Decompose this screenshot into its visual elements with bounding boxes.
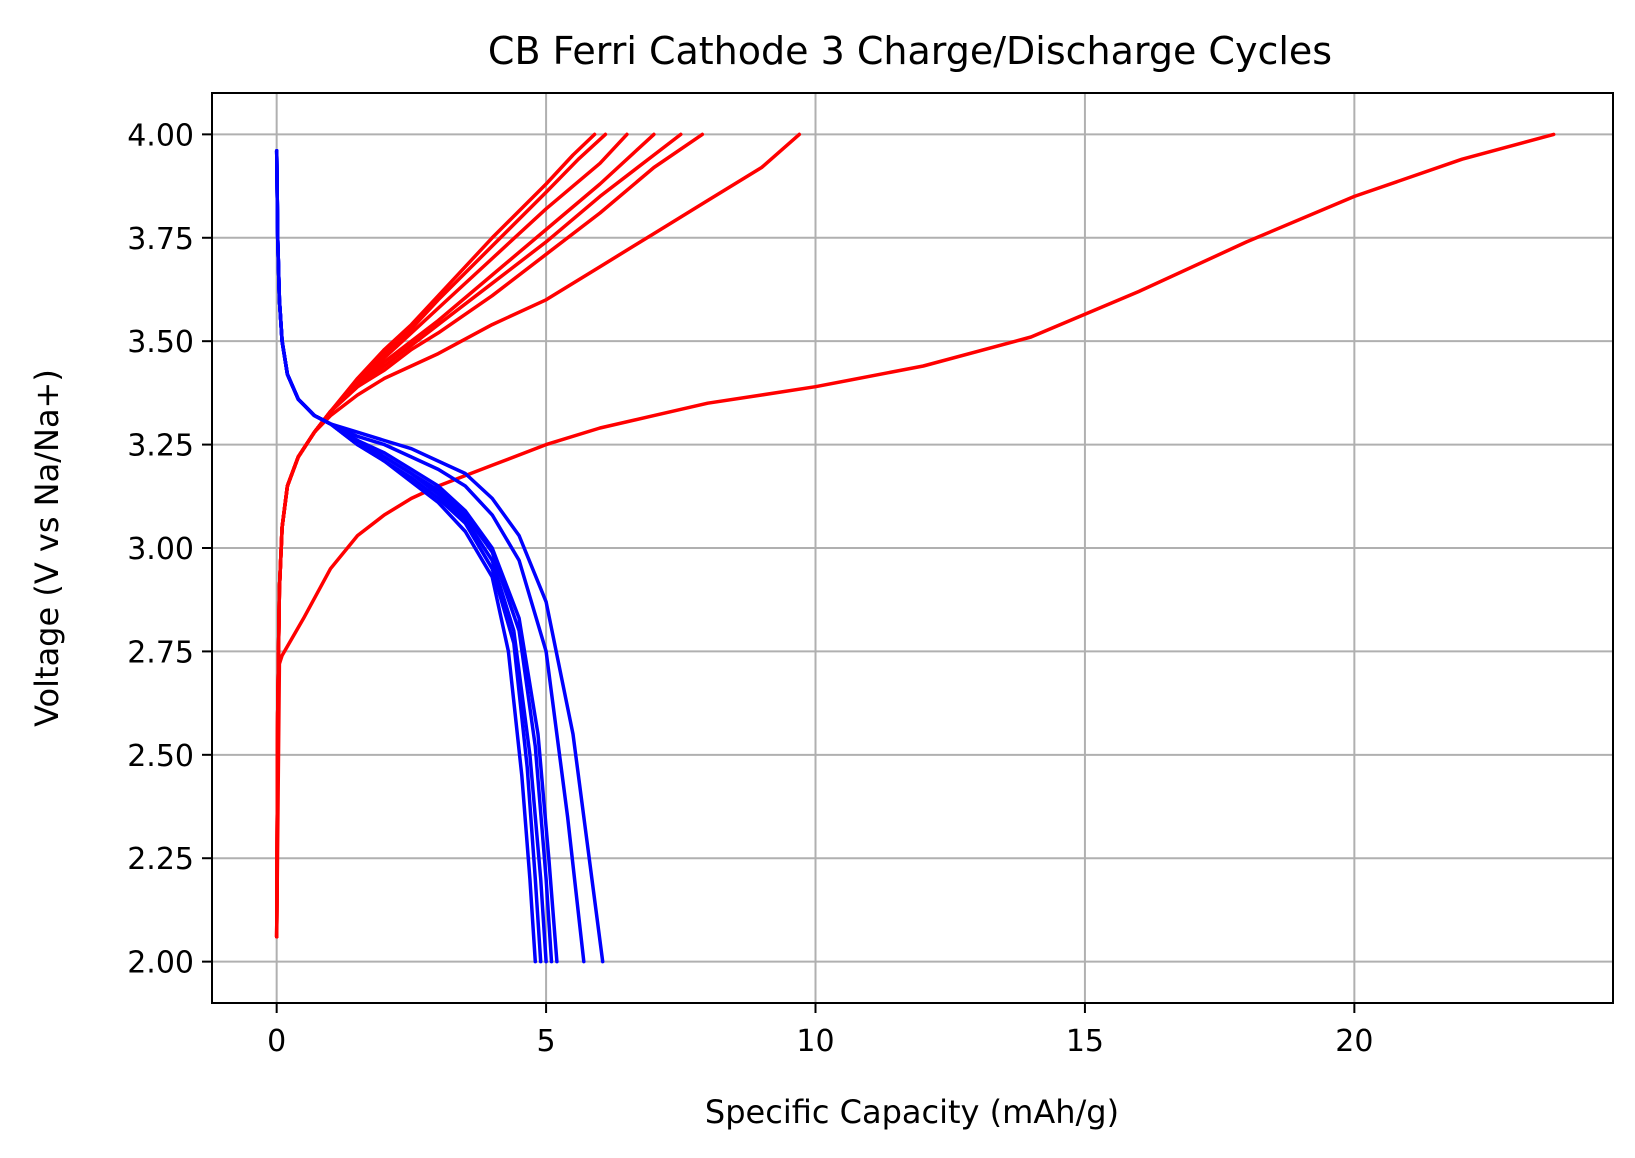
y-tick-label: 2.50 — [127, 739, 194, 774]
charge-curve-8 — [274, 132, 597, 939]
discharge-curve-12 — [274, 149, 554, 964]
x-tick-label: 15 — [1066, 1024, 1104, 1059]
y-tick-label: 3.25 — [127, 429, 194, 464]
charge-curve-7 — [274, 132, 608, 939]
y-tick-label: 3.00 — [127, 532, 194, 567]
charge-curve-5 — [274, 132, 656, 939]
y-tick-label: 2.25 — [127, 842, 194, 877]
discharge-curve-14 — [274, 149, 543, 964]
x-axis-label: Specific Capacity (mAh/g) — [705, 1093, 1119, 1131]
grid-lines — [212, 93, 1613, 1003]
y-tick-label: 2.75 — [127, 635, 194, 670]
y-tick-label: 3.75 — [127, 222, 194, 257]
x-tick-label: 5 — [537, 1024, 556, 1059]
chart-title: CB Ferri Cathode 3 Charge/Discharge Cycl… — [488, 29, 1332, 73]
x-tick-label: 10 — [796, 1024, 834, 1059]
discharge-curve-15 — [274, 149, 538, 964]
x-tick-label: 0 — [267, 1024, 286, 1059]
charge-curve-2 — [274, 132, 802, 939]
y-tick-label: 2.00 — [127, 946, 194, 981]
charge-curve-6 — [274, 132, 629, 939]
charge-curve-3 — [274, 132, 705, 939]
discharge-curve-9 — [274, 149, 605, 964]
plot-series — [274, 132, 1556, 964]
y-axis-label: Voltage (V vs Na/Na+) — [28, 369, 66, 727]
charge-curve-1 — [274, 132, 1556, 939]
x-tick-label: 20 — [1335, 1024, 1373, 1059]
axis-ticks: 0 5 10 15 20 2.00 2.25 2.50 2.75 3.00 3.25 3.50 3.75… — [127, 118, 1373, 1059]
y-tick-label: 3.50 — [127, 325, 194, 360]
y-tick-label: 4.00 — [127, 118, 194, 153]
